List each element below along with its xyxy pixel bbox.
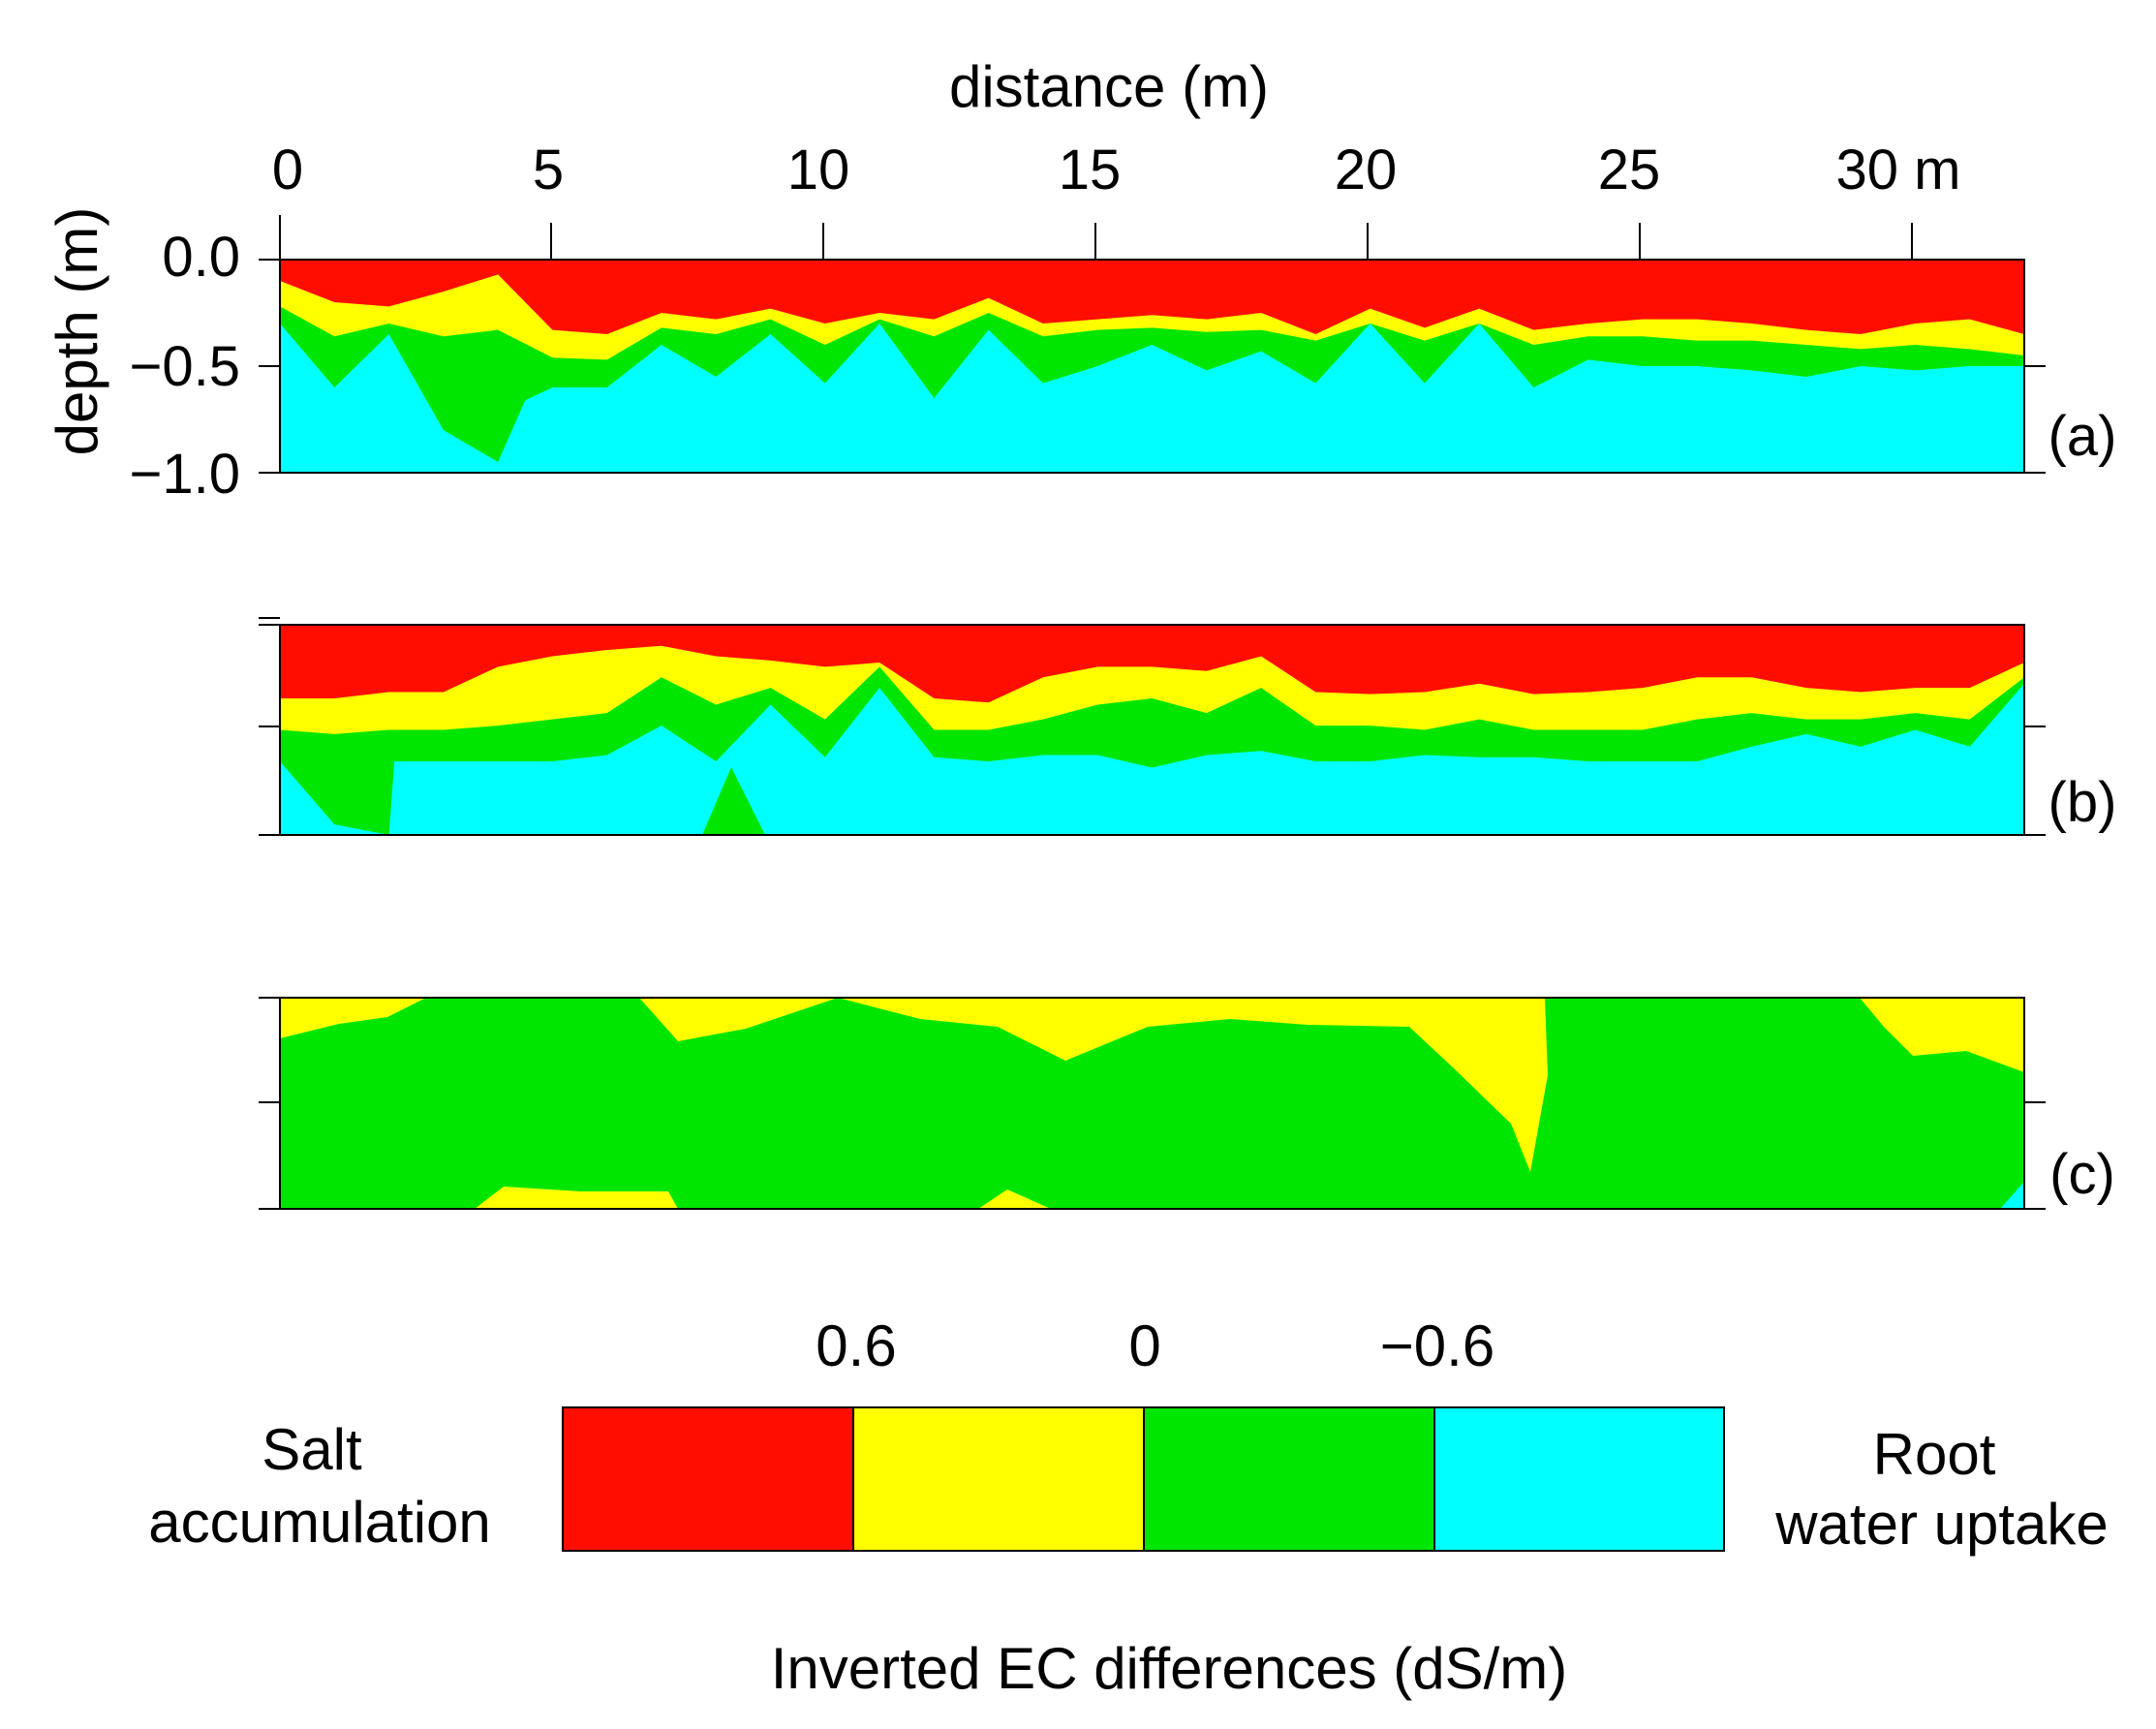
- panel-c-yellow-patch-0: [280, 998, 426, 1038]
- legend-boundary-label-0: 0: [1128, 1313, 1160, 1378]
- x-tick-labels: 0 5 10 15 20 25 30 m: [272, 139, 1961, 201]
- panel-c-cyan-patch: [2000, 1182, 2024, 1209]
- y-tick-label-0: 0.0: [162, 226, 240, 289]
- x-tick-marks: [279, 215, 1913, 260]
- panel-c-yellow-patch-4: [978, 1189, 1051, 1209]
- legend-right-label-line2: water uptake: [1774, 1492, 2109, 1557]
- panel-b-green-lens: [702, 767, 765, 835]
- legend: 0.6 0 −0.6 Salt accumulation Root water …: [148, 1313, 2109, 1701]
- y-tick-labels: 0.0 −0.5 −1.0: [130, 226, 241, 506]
- panel-layer-0: [280, 625, 2024, 703]
- panel-ticks: [259, 215, 2046, 474]
- panel-c: (c): [259, 997, 2115, 1210]
- x-tick-label-0: 0: [272, 139, 303, 201]
- legend-title: Inverted EC differences (dS/m): [771, 1636, 1568, 1701]
- x-tick-label-5: 5: [533, 139, 564, 201]
- panel-label: (a): [2048, 405, 2117, 468]
- y-axis-title: depth (m): [45, 207, 109, 456]
- x-axis-title: distance (m): [949, 54, 1269, 119]
- panel-ticks: [259, 617, 2046, 836]
- y-tick-label-neg1: −1.0: [130, 443, 241, 506]
- panel-layer-0: [280, 260, 2024, 334]
- panel-c-yellow-patch-3: [475, 1187, 678, 1209]
- legend-swatch-yellow: [852, 1406, 1145, 1552]
- panel-c-yellow-patch-2: [1860, 998, 2024, 1072]
- legend-left-label-line1: Salt: [262, 1417, 362, 1482]
- x-tick-label-30: 30 m: [1836, 139, 1961, 201]
- legend-swatch-green: [1143, 1406, 1435, 1552]
- x-tick-label-25: 25: [1598, 139, 1661, 201]
- legend-swatch-cyan: [1433, 1406, 1725, 1552]
- panel-b: (b): [259, 617, 2117, 836]
- legend-boundary-label-06: 0.6: [816, 1313, 896, 1378]
- panel-ticks: [259, 997, 2046, 1210]
- x-tick-label-10: 10: [787, 139, 850, 201]
- legend-left-label-line2: accumulation: [148, 1490, 491, 1555]
- legend-boundary-label-neg06: −0.6: [1380, 1313, 1494, 1378]
- x-tick-label-20: 20: [1335, 139, 1398, 201]
- legend-swatch-red: [562, 1406, 854, 1552]
- legend-right-label-line1: Root: [1873, 1422, 1996, 1487]
- panel-c-yellow-patch-1: [639, 998, 1548, 1172]
- panel-a: (a): [259, 215, 2117, 474]
- x-tick-label-15: 15: [1059, 139, 1122, 201]
- panel-label: (c): [2049, 1143, 2115, 1206]
- panel-frame: [279, 624, 2025, 836]
- panel-label: (b): [2048, 771, 2117, 834]
- panel-base-fill: [280, 998, 2024, 1209]
- y-tick-label-neg05: −0.5: [130, 335, 241, 398]
- panels: (a) (b) (c): [259, 215, 2117, 1210]
